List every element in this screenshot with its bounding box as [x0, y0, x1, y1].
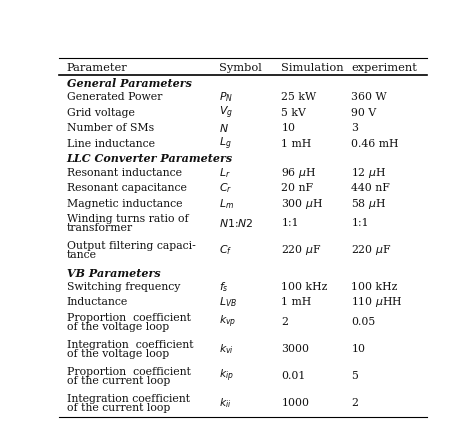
- Text: 3: 3: [351, 123, 358, 133]
- Text: $C_{f}$: $C_{f}$: [219, 243, 232, 257]
- Text: 1 mH: 1 mH: [282, 138, 312, 148]
- Text: 1 mH: 1 mH: [282, 297, 312, 307]
- Text: Resonant inductance: Resonant inductance: [66, 167, 182, 177]
- Text: experiment: experiment: [351, 62, 417, 72]
- Text: 5: 5: [351, 371, 358, 380]
- Text: Parameter: Parameter: [66, 62, 128, 72]
- Text: VB Parameters: VB Parameters: [66, 267, 160, 278]
- Text: 3000: 3000: [282, 343, 310, 353]
- Text: Integration coefficient: Integration coefficient: [66, 393, 190, 403]
- Text: 10: 10: [351, 343, 365, 353]
- Text: $k_{ii}$: $k_{ii}$: [219, 396, 231, 409]
- Text: Winding turns ratio of: Winding turns ratio of: [66, 214, 188, 224]
- Text: LLC Converter Parameters: LLC Converter Parameters: [66, 153, 233, 164]
- Text: $k_{vp}$: $k_{vp}$: [219, 313, 237, 330]
- Text: of the current loop: of the current loop: [66, 375, 170, 385]
- Text: Line inductance: Line inductance: [66, 138, 155, 148]
- Text: $C_{r}$: $C_{r}$: [219, 181, 232, 194]
- Text: 300 $\mu$H: 300 $\mu$H: [282, 196, 324, 210]
- Text: 100 kHz: 100 kHz: [282, 281, 328, 291]
- Text: Resonant capacitance: Resonant capacitance: [66, 183, 186, 193]
- Text: Generated Power: Generated Power: [66, 92, 162, 102]
- Text: Switching frequency: Switching frequency: [66, 281, 180, 291]
- Text: of the voltage loop: of the voltage loop: [66, 348, 169, 358]
- Text: 10: 10: [282, 123, 295, 133]
- Text: Proportion  coefficient: Proportion coefficient: [66, 366, 191, 376]
- Text: $L_{g}$: $L_{g}$: [219, 135, 232, 152]
- Text: 2: 2: [351, 397, 358, 407]
- Text: 58 $\mu$H: 58 $\mu$H: [351, 196, 386, 210]
- Text: Integration  coefficient: Integration coefficient: [66, 339, 193, 349]
- Text: 1000: 1000: [282, 397, 310, 407]
- Text: 96 $\mu$H: 96 $\mu$H: [282, 165, 317, 179]
- Text: Grid voltage: Grid voltage: [66, 107, 135, 117]
- Text: Magnetic inductance: Magnetic inductance: [66, 198, 182, 208]
- Text: of the current loop: of the current loop: [66, 402, 170, 412]
- Text: $N1$:$N2$: $N1$:$N2$: [219, 217, 254, 229]
- Text: tance: tance: [66, 250, 97, 260]
- Text: 90 V: 90 V: [351, 107, 376, 117]
- Text: 1:1: 1:1: [282, 218, 299, 228]
- Text: $k_{vi}$: $k_{vi}$: [219, 342, 234, 355]
- Text: $L_{m}$: $L_{m}$: [219, 196, 234, 210]
- Text: $k_{ip}$: $k_{ip}$: [219, 367, 234, 384]
- Text: 25 kW: 25 kW: [282, 92, 317, 102]
- Text: $f_{s}$: $f_{s}$: [219, 279, 228, 293]
- Text: $P_{N}$: $P_{N}$: [219, 90, 233, 104]
- Text: 20 nF: 20 nF: [282, 183, 314, 193]
- Text: 0.01: 0.01: [282, 371, 306, 380]
- Text: Symbol: Symbol: [219, 62, 262, 72]
- Text: $L_{VB}$: $L_{VB}$: [219, 295, 237, 309]
- Text: 1:1: 1:1: [351, 218, 369, 228]
- Text: Output filtering capaci-: Output filtering capaci-: [66, 240, 195, 251]
- Text: transformer: transformer: [66, 223, 133, 233]
- Text: 220 $\mu$F: 220 $\mu$F: [282, 243, 322, 257]
- Text: $L_{r}$: $L_{r}$: [219, 166, 231, 179]
- Text: 220 $\mu$F: 220 $\mu$F: [351, 243, 392, 257]
- Text: 5 kV: 5 kV: [282, 107, 306, 117]
- Text: Simulation: Simulation: [282, 62, 344, 72]
- Text: of the voltage loop: of the voltage loop: [66, 321, 169, 331]
- Text: 2: 2: [282, 316, 289, 326]
- Text: $V_{g}$: $V_{g}$: [219, 104, 233, 120]
- Text: 0.46 mH: 0.46 mH: [351, 138, 399, 148]
- Text: Proportion  coefficient: Proportion coefficient: [66, 312, 191, 322]
- Text: 110 $\mu$HH: 110 $\mu$HH: [351, 295, 403, 309]
- Text: 440 nF: 440 nF: [351, 183, 390, 193]
- Text: 12 $\mu$H: 12 $\mu$H: [351, 165, 386, 179]
- Text: Inductance: Inductance: [66, 297, 128, 307]
- Text: $N$: $N$: [219, 122, 229, 134]
- Text: 0.05: 0.05: [351, 316, 375, 326]
- Text: Number of SMs: Number of SMs: [66, 123, 154, 133]
- Text: General Parameters: General Parameters: [66, 78, 191, 88]
- Text: 360 W: 360 W: [351, 92, 387, 102]
- Text: 100 kHz: 100 kHz: [351, 281, 398, 291]
